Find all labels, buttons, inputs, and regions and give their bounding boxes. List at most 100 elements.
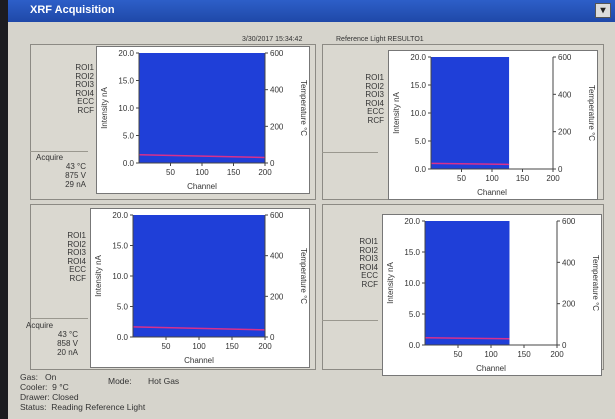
x-tick-label: 200 bbox=[258, 168, 272, 177]
x-tick-label: 50 bbox=[166, 168, 175, 177]
y-tick-label: 10.0 bbox=[112, 272, 128, 281]
roi-label: ROI3 bbox=[67, 248, 86, 258]
x-tick-label: 100 bbox=[195, 168, 209, 177]
intensity-area bbox=[139, 53, 265, 163]
roi-label: ROI4 bbox=[67, 256, 86, 266]
mode-value: Hot Gas bbox=[148, 376, 180, 386]
y2-tick-label: 200 bbox=[270, 292, 284, 301]
drawer-value: Closed bbox=[52, 392, 79, 402]
acquire-readout-top-left: Acquire 43 °C 875 V 29 nA bbox=[36, 153, 86, 189]
roi-label: ROI3 bbox=[365, 90, 384, 100]
acquire-current: 29 nA bbox=[65, 180, 86, 189]
date-time: 3/30/2017 15:34:42 bbox=[242, 36, 303, 43]
acquire-current: 20 nA bbox=[57, 348, 78, 357]
roi-label: ROI4 bbox=[359, 262, 378, 272]
temperature-line bbox=[430, 162, 510, 166]
y-axis-label: Intensity nA bbox=[386, 261, 395, 303]
y2-tick-label: 400 bbox=[270, 86, 284, 95]
roi-label: ROI3 bbox=[359, 254, 378, 264]
roi-label: RCF bbox=[361, 279, 378, 289]
y-tick-label: 0.0 bbox=[415, 165, 427, 174]
roi-labels-bottom-left: ROI1 ROI2 ROI3 ROI4 ECC RCF bbox=[50, 231, 86, 284]
x-tick-label: 50 bbox=[454, 350, 463, 359]
roi-label: ROI3 bbox=[75, 80, 94, 90]
x-tick-label: 150 bbox=[516, 174, 530, 183]
y2-tick-label: 400 bbox=[562, 258, 576, 267]
y-tick-label: 15.0 bbox=[118, 77, 134, 86]
x-tick-label: 200 bbox=[258, 342, 272, 351]
roi-label: RCF bbox=[77, 105, 94, 115]
status-label: Status: bbox=[20, 402, 47, 412]
x-axis-label: Channel bbox=[184, 356, 214, 365]
roi-label: ROI1 bbox=[359, 237, 378, 246]
y2-axis-label: Temperature °C bbox=[299, 80, 308, 136]
roi-label: ECC bbox=[367, 107, 384, 117]
y-tick-label: 20.0 bbox=[404, 217, 420, 226]
y-tick-label: 20.0 bbox=[410, 53, 426, 62]
drawer-label: Drawer: bbox=[20, 392, 50, 402]
panel-divider bbox=[322, 152, 378, 153]
y-tick-label: 15.0 bbox=[112, 242, 128, 251]
roi-labels-bottom-right: ROI1 ROI2 ROI3 ROI4 ECC RCF bbox=[342, 237, 378, 290]
y-tick-label: 20.0 bbox=[112, 211, 128, 220]
y2-axis-label: Temperature °C bbox=[587, 85, 596, 141]
intensity-area bbox=[431, 57, 510, 169]
x-axis-label: Channel bbox=[477, 188, 507, 197]
x-axis-label: Channel bbox=[187, 182, 217, 191]
y-tick-label: 5.0 bbox=[123, 132, 135, 141]
acquire-label: Acquire bbox=[36, 153, 64, 162]
status-value: Reading Reference Light bbox=[51, 402, 146, 412]
x-tick-label: 200 bbox=[550, 350, 564, 359]
acquire-voltage: 875 V bbox=[65, 171, 86, 180]
y2-tick-label: 200 bbox=[558, 128, 572, 137]
x-tick-label: 200 bbox=[546, 174, 560, 183]
y-tick-label: 5.0 bbox=[409, 310, 421, 319]
y-tick-label: 15.0 bbox=[404, 248, 420, 257]
acquire-temperature: 43 °C bbox=[57, 330, 78, 339]
y-axis-label: Intensity nA bbox=[392, 91, 401, 133]
temperature-line bbox=[424, 337, 510, 340]
y-tick-label: 10.0 bbox=[118, 104, 134, 113]
y-tick-label: 10.0 bbox=[404, 279, 420, 288]
title-bar: XRF Acquisition ▾ bbox=[0, 0, 615, 22]
gas-value: On bbox=[45, 372, 57, 382]
temperature-line bbox=[132, 326, 266, 331]
cooler-label: Cooler: bbox=[20, 382, 48, 392]
y2-tick-label: 0 bbox=[270, 333, 275, 342]
header-bar: 3/30/2017 15:34:42 Reference Light RESUL… bbox=[30, 34, 604, 47]
roi-label: ROI2 bbox=[365, 81, 384, 91]
mode-label: Mode: bbox=[108, 376, 132, 386]
x-tick-label: 100 bbox=[192, 342, 206, 351]
x-tick-label: 100 bbox=[485, 174, 499, 183]
cooler-value: 9 °C bbox=[52, 382, 69, 392]
y2-tick-label: 0 bbox=[562, 341, 567, 350]
y-tick-label: 0.0 bbox=[123, 159, 135, 168]
roi-labels-top-right: ROI1 ROI2 ROI3 ROI4 ECC RCF bbox=[350, 73, 384, 126]
y-tick-label: 10.0 bbox=[410, 109, 426, 118]
roi-label: ROI1 bbox=[67, 231, 86, 240]
x-axis-label: Channel bbox=[476, 364, 506, 373]
close-icon[interactable]: ▾ bbox=[595, 3, 611, 18]
temperature-line bbox=[138, 154, 266, 159]
y2-tick-label: 400 bbox=[270, 252, 284, 261]
roi-label: ROI2 bbox=[67, 239, 86, 249]
roi-label: ROI2 bbox=[359, 245, 378, 255]
acquire-label: Acquire bbox=[26, 321, 54, 330]
spectrum-chart-top-right: 0.0 5.0 10.0 15.0 20.0 0 200 400 600 50 100 150 200 C… bbox=[388, 50, 598, 200]
intensity-area bbox=[425, 221, 510, 345]
y2-axis-label: Temperature °C bbox=[299, 248, 308, 304]
y-tick-label: 20.0 bbox=[118, 49, 134, 58]
y2-tick-label: 600 bbox=[558, 53, 572, 62]
window-title: XRF Acquisition bbox=[30, 4, 115, 16]
acquire-voltage: 858 V bbox=[57, 339, 78, 348]
y2-tick-label: 400 bbox=[558, 90, 572, 99]
panel-divider bbox=[30, 151, 88, 152]
spectrum-chart-top-left: 0.0 5.0 10.0 15.0 20.0 0 200 400 600 50 100 150 200 C… bbox=[96, 46, 310, 194]
acquire-readout-bottom-left: Acquire 43 °C 858 V 20 nA bbox=[26, 321, 78, 357]
y-tick-label: 5.0 bbox=[117, 303, 129, 312]
x-tick-label: 100 bbox=[484, 350, 498, 359]
